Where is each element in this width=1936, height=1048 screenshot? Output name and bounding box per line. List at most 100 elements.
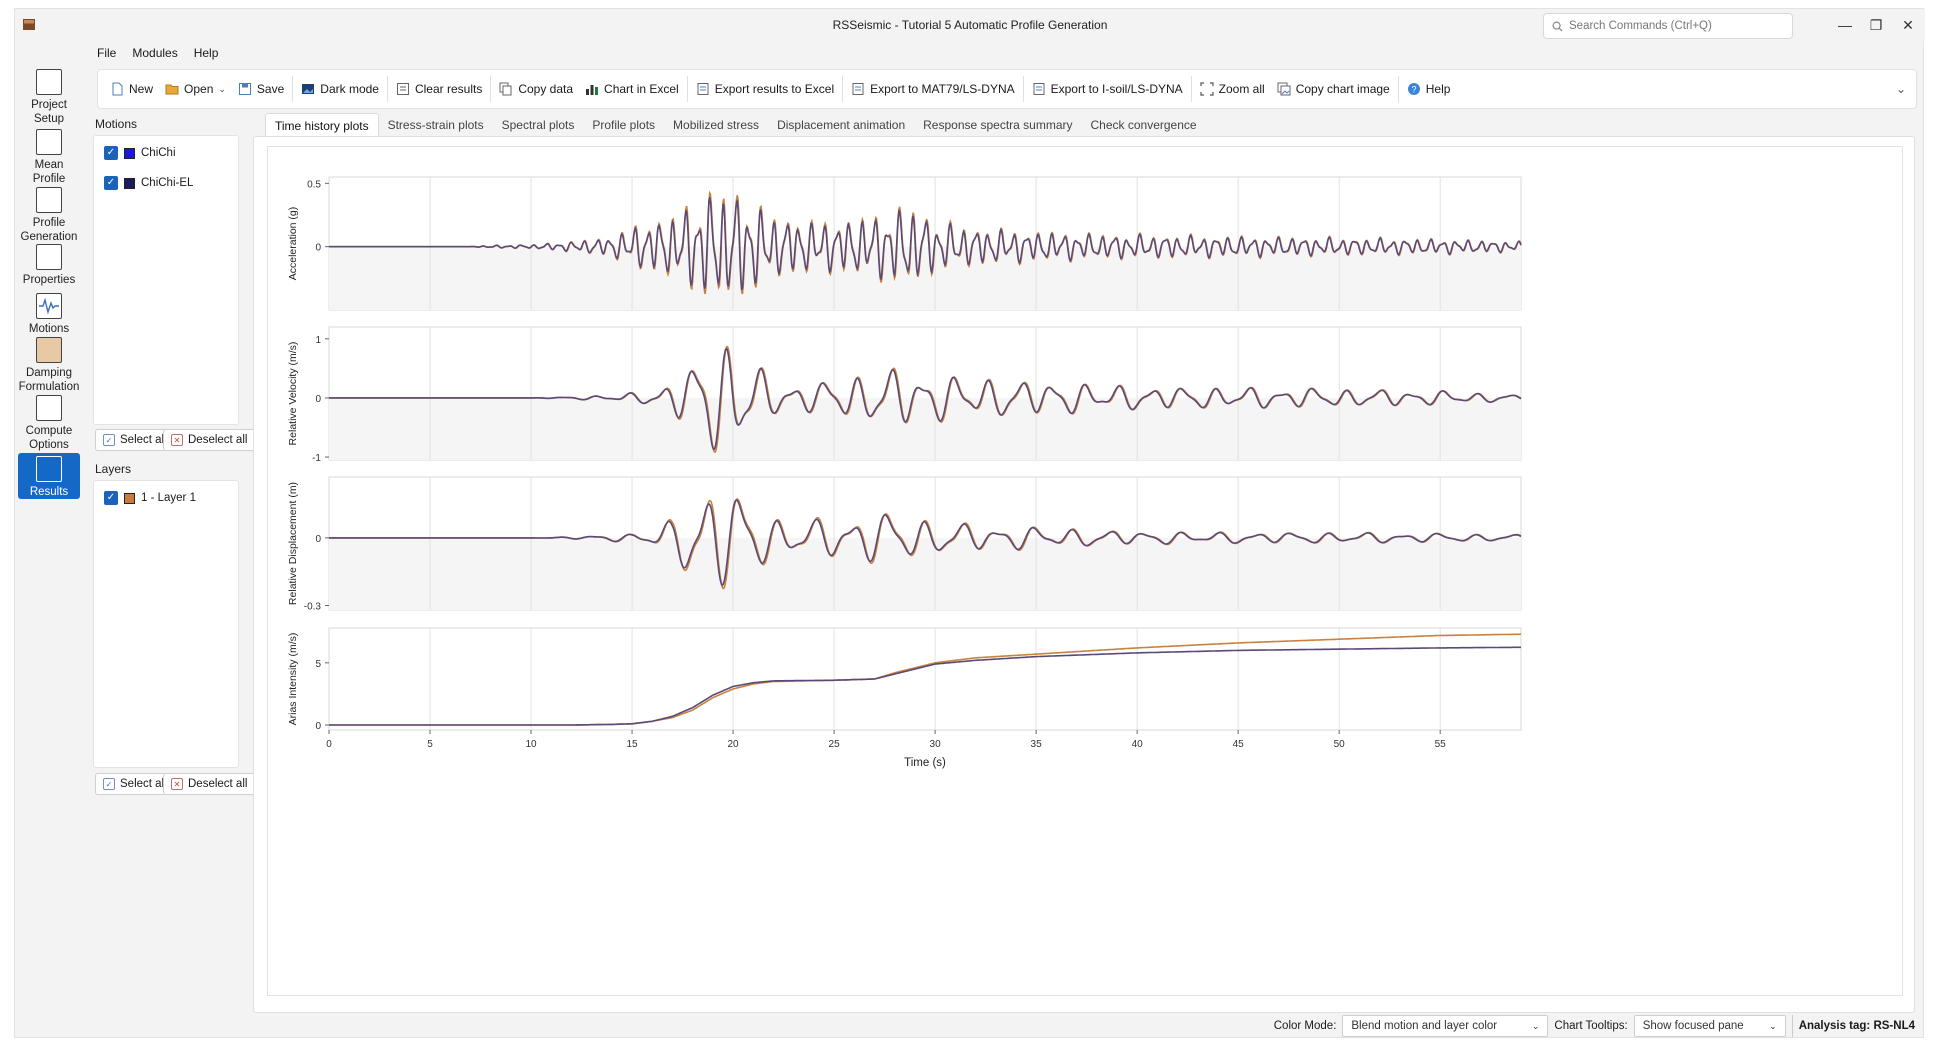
layers-list: ✓ 1 - Layer 1 [93,480,239,768]
motion-item-chichi-el[interactable]: ✓ ChiChi-EL [104,176,193,190]
copy-data-icon [499,82,512,96]
motion-label: ChiChi [141,147,176,159]
open-button[interactable]: Open ⌄ [159,75,232,103]
clear-results-button[interactable]: Clear results [390,75,488,103]
search-commands-input[interactable]: Search Commands (Ctrl+Q) [1543,13,1793,39]
color-mode-label: Color Mode: [1273,1020,1337,1032]
x-tick-label: 30 [930,739,942,750]
nav-mean-profile[interactable]: Mean Profile [15,129,83,186]
nav-label: Results [29,486,69,498]
clear-results-icon [396,83,409,95]
help-button[interactable]: ? Help [1401,75,1457,103]
select-all-icon: ✓ [103,778,115,790]
export-isoil-button[interactable]: Export to I-soil/LS-DYNA [1026,75,1189,103]
chart-tooltips-value: Show focused pane [1642,1020,1744,1032]
deselect-all-label: Deselect all [188,778,248,790]
nav-label: Profile [32,217,66,229]
select-all-label: Select all [120,778,167,790]
dark-mode-label: Dark mode [320,82,379,96]
nav-motions[interactable]: Motions [15,293,83,336]
menu-modules[interactable]: Modules [132,46,178,60]
save-button[interactable]: Save [232,75,290,103]
tab-stress-strain-plots[interactable]: Stress-strain plots [387,118,484,132]
tab-response-spectra-summary[interactable]: Response spectra summary [923,118,1073,132]
x-tick-label: 55 [1435,739,1447,750]
nav-label: Properties [22,274,76,286]
series-line-chichi-el [329,646,1521,726]
export-icon [852,83,864,95]
layers-deselect-all-button[interactable]: ✕ Deselect all [163,773,256,795]
dark-mode-button[interactable]: Dark mode [295,75,385,103]
x-tick-label: 35 [1031,739,1043,750]
nav-damping-formulation[interactable]: Damping Formulation [15,337,83,394]
project-setup-icon [36,69,62,95]
export-results-excel-button[interactable]: Export results to Excel [690,75,840,103]
color-mode-value: Blend motion and layer color [1351,1020,1498,1032]
nav-label: Damping [25,367,73,379]
y-tick-label: 0.5 [307,179,321,190]
new-button[interactable]: New [104,75,159,103]
layers-select-all-button[interactable]: ✓ Select all [95,773,175,795]
motion-color-swatch [124,177,135,189]
deselect-all-icon: ✕ [171,778,183,790]
toolbar-separator [842,76,844,102]
motion-item-chichi[interactable]: ✓ ChiChi [104,146,176,160]
checkbox-checked-icon[interactable]: ✓ [104,176,118,190]
series-line-chichi-el [329,499,1522,587]
toolbar-expand-chevron-icon[interactable]: ⌄ [1895,82,1906,96]
tab-displacement-animation[interactable]: Displacement animation [777,118,906,132]
nav-results[interactable]: Results [18,453,80,499]
toolbar-separator [1397,76,1399,102]
tab-time-history-plots[interactable]: Time history plots [265,113,379,137]
nav-profile-generation[interactable]: Profile Generation [15,187,83,244]
new-label: New [129,82,154,96]
zoom-all-button[interactable]: Zoom all [1194,75,1271,103]
checkbox-checked-icon[interactable]: ✓ [104,146,118,160]
chart-tooltips-select[interactable]: Show focused pane ⌄ [1633,1015,1786,1037]
tab-mobilized-stress[interactable]: Mobilized stress [673,118,760,132]
nav-label: Formulation [18,381,80,393]
nav-label: Mean [34,159,64,171]
copy-data-button[interactable]: Copy data [493,75,579,103]
help-icon: ? [1407,83,1420,95]
chart-in-excel-button[interactable]: Chart in Excel [579,75,685,103]
layer-color-swatch [124,492,135,504]
nav-project-setup[interactable]: Project Setup [15,69,83,126]
copy-chart-image-button[interactable]: Copy chart image [1271,75,1396,103]
menu-file[interactable]: File [97,46,117,60]
help-label: Help [1425,82,1451,96]
clear-results-label: Clear results [414,82,483,96]
checkbox-checked-icon[interactable]: ✓ [104,491,118,505]
plot-band [329,246,1521,310]
menu-help[interactable]: Help [193,46,219,60]
export-mat79-label: Export to MAT79/LS-DYNA [870,82,1015,96]
bar-chart-icon [586,85,599,95]
nav-compute-options[interactable]: Compute Options [15,395,83,452]
nav-label: Motions [28,323,70,335]
y-tick-label: -1 [312,453,321,464]
motions-select-all-button[interactable]: ✓ Select all [95,429,175,451]
layer-item-1[interactable]: ✓ 1 - Layer 1 [104,491,196,505]
x-tick-label: 45 [1233,739,1245,750]
color-mode-select[interactable]: Blend motion and layer color ⌄ [1342,1015,1549,1037]
tab-profile-plots[interactable]: Profile plots [592,118,656,132]
export-icon [697,83,709,95]
toolbar-separator [1022,76,1024,102]
motions-deselect-all-button[interactable]: ✕ Deselect all [163,429,256,451]
x-tick-label: 40 [1132,739,1144,750]
x-tick-label: 0 [326,739,332,750]
restore-button[interactable]: ❐ [1869,16,1883,33]
y-tick-label: 5 [315,659,321,670]
y-axis-label: Relative Velocity (m/s) [287,342,299,446]
y-axis-label: Arias Intensity (m/s) [287,633,299,726]
tab-spectral-plots[interactable]: Spectral plots [501,118,575,132]
tab-check-convergence[interactable]: Check convergence [1090,118,1197,132]
calculator-icon [36,395,62,421]
status-bar: Color Mode: Blend motion and layer color… [15,1013,1925,1039]
minimize-button[interactable]: — [1838,17,1852,33]
close-button[interactable]: ✕ [1902,16,1914,33]
analysis-tag: Analysis tag: RS-NL4 [1791,1015,1925,1037]
export-mat79-button[interactable]: Export to MAT79/LS-DYNA [845,75,1021,103]
nav-properties[interactable]: Properties [15,244,83,287]
